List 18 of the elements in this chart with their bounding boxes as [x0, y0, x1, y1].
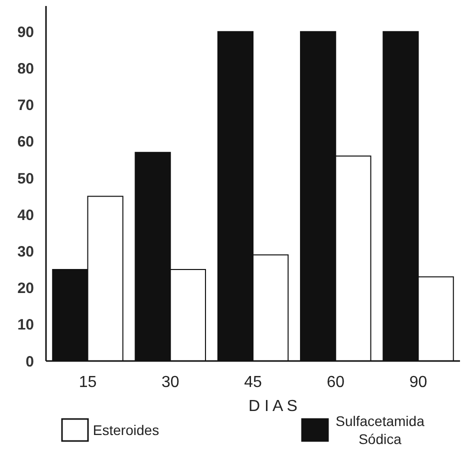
x-tick-label: 15	[78, 374, 97, 391]
y-tick-label: 70	[17, 97, 34, 114]
x-axis-title: D I A S	[248, 398, 298, 415]
legend-label: Sulfacetamida Sódica	[336, 412, 425, 447]
x-tick-label: 30	[161, 374, 180, 391]
y-tick-label: 80	[17, 60, 34, 78]
y-tick-label: 20	[17, 280, 34, 298]
y-tick-label: 60	[17, 134, 34, 151]
y-tick-label: 0	[26, 353, 34, 370]
legend-label: Esteroides	[92, 422, 160, 438]
y-tick-label: 40	[17, 206, 34, 224]
x-tick-label: 90	[409, 374, 428, 391]
x-tick-label: 45	[244, 374, 262, 391]
y-tick-label: 90	[17, 24, 34, 41]
y-tick-label: 10	[17, 316, 34, 334]
y-tick-label: 50	[17, 170, 34, 188]
y-tick-label: 30	[17, 243, 34, 260]
x-tick-label: 60	[326, 374, 345, 391]
